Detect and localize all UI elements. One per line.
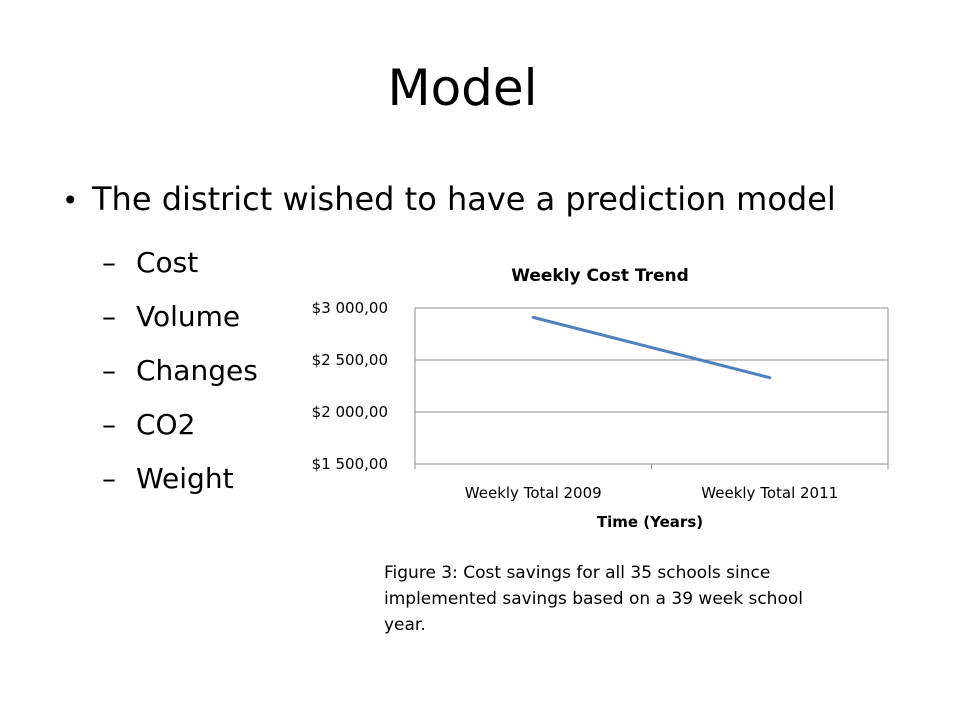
x-tick-label: Weekly Total 2011 xyxy=(701,484,838,502)
sub-item-volume: – Volume xyxy=(102,290,258,344)
series-line xyxy=(531,315,772,380)
y-tick-label: $2 000,00 xyxy=(312,403,388,421)
sub-item-changes: – Changes xyxy=(102,344,258,398)
sub-item-cost: – Cost xyxy=(102,236,258,290)
x-axis-label: Time (Years) xyxy=(597,513,703,531)
main-bullet-text: The district wished to have a prediction… xyxy=(92,180,836,218)
dash-icon: – xyxy=(102,246,116,279)
y-tick-label: $3 000,00 xyxy=(312,299,388,317)
y-axis-ticks: $3 000,00 $2 500,00 $2 000,00 $1 500,00 xyxy=(312,299,388,473)
bullet-dot-icon: • xyxy=(62,184,79,217)
sub-item-weight: – Weight xyxy=(102,452,258,506)
dash-icon: – xyxy=(102,300,116,333)
main-bullet: • The district wished to have a predictio… xyxy=(62,177,836,223)
series-layer xyxy=(531,315,772,380)
dash-icon: – xyxy=(102,408,116,441)
sub-bullet-list: – Cost – Volume – Changes – CO2 – Weight xyxy=(102,236,258,506)
y-tick-label: $1 500,00 xyxy=(312,455,388,473)
sub-item-label: Volume xyxy=(136,300,241,333)
sub-item-co2: – CO2 xyxy=(102,398,258,452)
sub-item-label: CO2 xyxy=(136,408,196,441)
x-axis: Weekly Total 2009 Weekly Total 2011 xyxy=(414,308,889,502)
sub-item-label: Changes xyxy=(136,354,258,387)
x-tick-label: Weekly Total 2009 xyxy=(465,484,602,502)
cost-trend-chart: Weekly Cost Trend $3 000,00 $2 500,00 $2 0… xyxy=(312,266,889,531)
dash-icon: – xyxy=(102,354,116,387)
gridlines xyxy=(415,307,888,465)
slide-title: Model xyxy=(387,59,538,117)
figure-caption: Figure 3: Cost savings for all 35 school… xyxy=(384,563,803,635)
sub-item-label: Weight xyxy=(136,462,234,495)
chart-title: Weekly Cost Trend xyxy=(511,266,689,286)
sub-item-label: Cost xyxy=(136,246,199,279)
dash-icon: – xyxy=(102,462,116,495)
y-tick-label: $2 500,00 xyxy=(312,351,388,369)
